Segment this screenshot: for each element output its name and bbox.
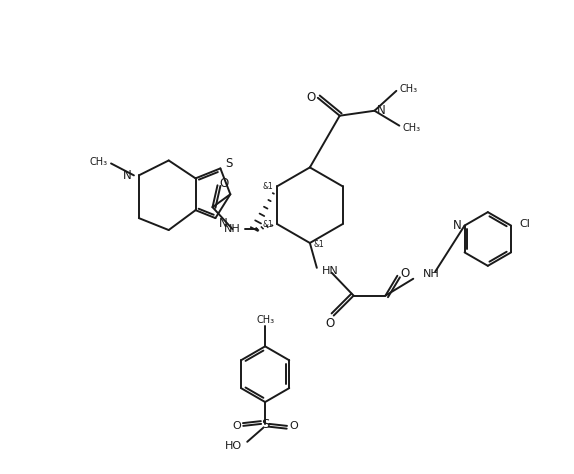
Text: O: O: [220, 177, 229, 190]
Text: O: O: [325, 317, 335, 330]
Text: CH₃: CH₃: [256, 315, 274, 325]
Text: N: N: [123, 169, 132, 182]
Text: &1: &1: [262, 219, 273, 228]
Text: CH₃: CH₃: [402, 123, 420, 133]
Text: S: S: [226, 157, 232, 170]
Text: N: N: [377, 104, 385, 117]
Text: N: N: [453, 219, 461, 232]
Text: O: O: [290, 421, 298, 431]
Text: N: N: [218, 217, 227, 229]
Text: S: S: [261, 419, 269, 431]
Text: HO: HO: [225, 441, 242, 451]
Text: O: O: [232, 421, 241, 431]
Text: &1: &1: [262, 182, 273, 191]
Text: NH: NH: [423, 269, 440, 279]
Text: NH: NH: [224, 224, 241, 234]
Text: HN: HN: [322, 266, 339, 276]
Text: Cl: Cl: [519, 219, 530, 228]
Text: CH₃: CH₃: [90, 157, 108, 167]
Text: O: O: [401, 267, 410, 280]
Text: O: O: [307, 91, 316, 104]
Text: CH₃: CH₃: [400, 84, 417, 94]
Text: &1: &1: [314, 240, 324, 249]
